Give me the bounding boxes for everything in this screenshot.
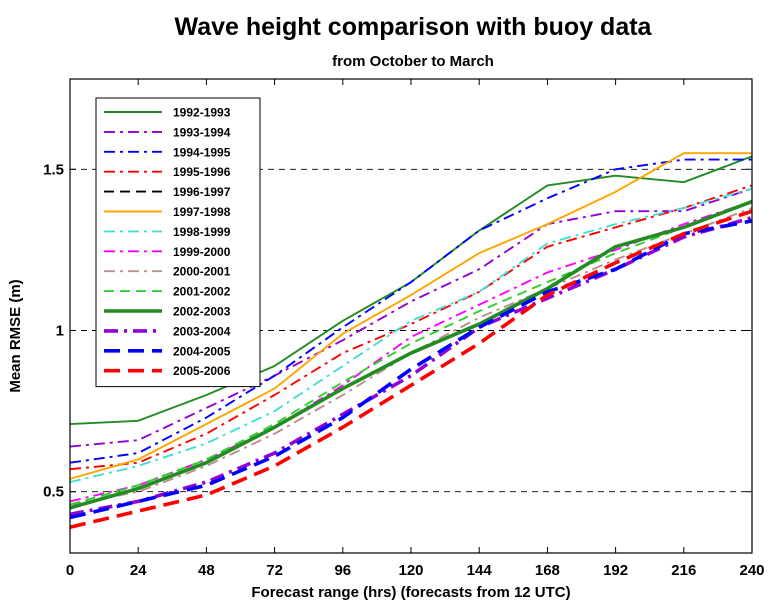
series-line-2003-2004	[70, 215, 752, 517]
legend-label: 2002-2003	[173, 305, 231, 319]
chart-subtitle: from October to March	[332, 53, 494, 70]
series-line-2005-2006	[70, 209, 752, 529]
y-axis-label: Mean RMSE (m)	[7, 279, 24, 392]
series-line-1995-1996	[70, 184, 752, 471]
chart-title: Wave height comparison with buoy data	[175, 13, 653, 41]
legend-label: 1998-1999	[173, 225, 231, 239]
legend-label: 2001-2002	[173, 285, 231, 299]
x-tick-label: 144	[467, 562, 493, 579]
x-tick-label: 0	[66, 562, 74, 579]
x-tick-label: 96	[334, 562, 351, 579]
axis-ticks: 0 24 48 72 96 120 144 168 192 216 240 0.5 1 1.5	[43, 79, 765, 579]
x-tick-label: 240	[739, 562, 764, 579]
series-line-2001-2002	[70, 200, 752, 506]
legend-label: 2000-2001	[173, 265, 231, 279]
x-tick-label: 216	[671, 562, 696, 579]
legend-label: 1995-1996	[173, 165, 231, 179]
x-tick-label: 120	[398, 562, 423, 579]
x-axis-label: Forecast range (hrs) (forecasts from 12 …	[251, 584, 570, 601]
legend-label: 2003-2004	[173, 324, 231, 338]
legend-label: 1999-2000	[173, 245, 231, 259]
legend-label: 1997-1998	[173, 205, 231, 219]
y-tick-label: 0.5	[43, 484, 64, 501]
series-line-1997-1998	[70, 152, 752, 480]
y-tick-label: 1.5	[43, 161, 64, 178]
x-tick-label: 168	[535, 562, 560, 579]
series-line-2002-2003	[70, 199, 752, 510]
series-line-2004-2005	[70, 219, 752, 520]
x-tick-label: 72	[266, 562, 283, 579]
legend-label: 1992-1993	[173, 106, 231, 120]
series-line-1998-1999	[70, 187, 752, 483]
legend-label: 2005-2006	[173, 364, 231, 378]
series-layer	[70, 152, 752, 529]
legend-label: 1996-1997	[173, 185, 231, 199]
x-tick-label: 24	[130, 562, 147, 579]
legend-label: 1994-1995	[173, 145, 231, 159]
y-tick-label: 1	[56, 323, 64, 340]
x-tick-label: 192	[603, 562, 628, 579]
legend: 1992-1993 1993-1994 1994-1995 1995-1996 1996…	[95, 97, 261, 388]
legend-label: 2004-2005	[173, 344, 231, 358]
series-line-1994-1995	[70, 158, 752, 464]
legend-label: 1993-1994	[173, 125, 231, 139]
x-tick-label: 48	[198, 562, 215, 579]
series-line-1993-1994	[70, 187, 752, 448]
legend-box	[95, 97, 261, 388]
